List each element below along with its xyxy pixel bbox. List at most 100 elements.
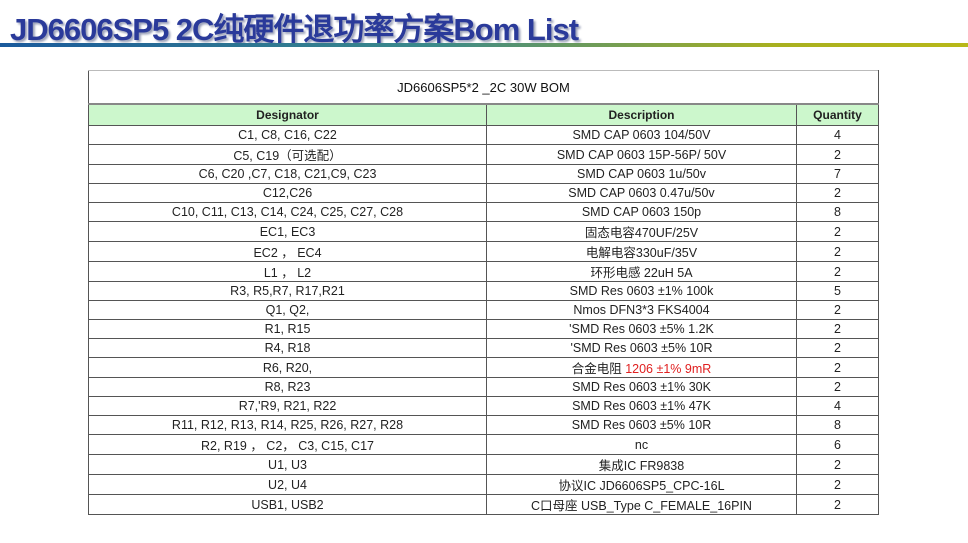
quantity-cell: 8 [796, 415, 879, 435]
description-cell: SMD CAP 0603 0.47u/50v [486, 183, 797, 203]
column-header-description: Description [486, 103, 797, 126]
designator-cell: EC1, EC3 [88, 221, 487, 242]
description-text: SMD Res 0603 ±1% 100k [569, 284, 714, 298]
quantity-cell: 4 [796, 396, 879, 416]
quantity-cell: 2 [796, 377, 879, 397]
table-row: R11, R12, R13, R14, R25, R26, R27, R28 S… [88, 415, 879, 435]
designator-cell: R1, R15 [88, 319, 487, 339]
description-text: 电解电容330uF/35V [585, 246, 698, 260]
table-row: U1, U3 集成IC FR9838 2 [88, 454, 879, 475]
quantity-cell: 7 [796, 164, 879, 184]
designator-cell: U1, U3 [88, 454, 487, 475]
table-row: USB1, USB2 C口母座 USB_Type C_FEMALE_16PIN … [88, 494, 879, 515]
table-row: R8, R23 SMD Res 0603 ±1% 30K 2 [88, 377, 879, 397]
quantity-cell: 2 [796, 474, 879, 495]
designator-cell: R3, R5,R7, R17,R21 [88, 281, 487, 301]
description-cell: SMD Res 0603 ±1% 100k [486, 281, 797, 301]
description-cell: SMD CAP 0603 104/50V [486, 125, 797, 145]
table-row: R1, R15 'SMD Res 0603 ±5% 1.2K 2 [88, 319, 879, 339]
designator-cell: C10, C11, C13, C14, C24, C25, C27, C28 [88, 202, 487, 222]
description-text: C口母座 USB_Type C_FEMALE_16PIN [531, 499, 752, 513]
description-text: 协议IC JD6606SP5_CPC-16L [558, 479, 725, 493]
column-header-designator: Designator [88, 103, 487, 126]
description-cell: nc [486, 434, 797, 455]
description-text: SMD CAP 0603 104/50V [572, 128, 711, 142]
table-row: C12,C26 SMD CAP 0603 0.47u/50v 2 [88, 183, 879, 203]
designator-cell: C1, C8, C16, C22 [88, 125, 487, 145]
table-row: R4, R18 'SMD Res 0603 ±5% 10R 2 [88, 338, 879, 358]
table-row: R7,'R9, R21, R22 SMD Res 0603 ±1% 47K 4 [88, 396, 879, 416]
description-text: 固态电容470UF/25V [584, 226, 699, 240]
quantity-cell: 2 [796, 319, 879, 339]
table-row: EC1, EC3 固态电容470UF/25V 2 [88, 221, 879, 242]
designator-cell: Q1, Q2, [88, 300, 487, 320]
column-header-quantity: Quantity [796, 103, 879, 126]
description-cell: 环形电感 22uH 5A [486, 261, 797, 282]
designator-cell: R11, R12, R13, R14, R25, R26, R27, R28 [88, 415, 487, 435]
description-text: 'SMD Res 0603 ±5% 10R [570, 341, 713, 355]
quantity-cell: 2 [796, 261, 879, 282]
table-row: Q1, Q2, Nmos DFN3*3 FKS4004 2 [88, 300, 879, 320]
designator-cell: USB1, USB2 [88, 494, 487, 515]
quantity-cell: 2 [796, 144, 879, 165]
designator-cell: R6, R20, [88, 357, 487, 378]
quantity-cell: 4 [796, 125, 879, 145]
designator-cell: R7,'R9, R21, R22 [88, 396, 487, 416]
quantity-cell: 8 [796, 202, 879, 222]
description-cell: SMD CAP 0603 1u/50v [486, 164, 797, 184]
description-text: SMD CAP 0603 15P-56P/ 50V [556, 147, 727, 162]
page-title: JD6606SP5 2C纯硬件退功率方案Bom List [10, 12, 579, 47]
description-cell: 集成IC FR9838 [486, 454, 797, 475]
table-row: C1, C8, C16, C22 SMD CAP 0603 104/50V 4 [88, 125, 879, 145]
description-highlight: 1206 ±1% 9mR [625, 362, 712, 376]
description-text: 'SMD Res 0603 ±5% 1.2K [569, 322, 714, 336]
table-row: R3, R5,R7, R17,R21 SMD Res 0603 ±1% 100k… [88, 281, 879, 301]
quantity-cell: 2 [796, 183, 879, 203]
title-divider [0, 43, 968, 47]
designator-cell: C6, C20 ,C7, C18, C21,C9, C23 [88, 164, 487, 184]
table-row: C5, C19（可选配） SMD CAP 0603 15P-56P/ 50V 2 [88, 144, 879, 165]
description-text: SMD Res 0603 ±1% 47K [572, 399, 711, 413]
designator-cell: EC2 ， EC4 [88, 241, 487, 262]
designator-cell: R8, R23 [88, 377, 487, 397]
description-cell: SMD CAP 0603 15P-56P/ 50V [486, 144, 797, 165]
table-row: C10, C11, C13, C14, C24, C25, C27, C28 S… [88, 202, 879, 222]
description-cell: C口母座 USB_Type C_FEMALE_16PIN [486, 494, 797, 515]
table-row: EC2 ， EC4 电解电容330uF/35V 2 [88, 241, 879, 262]
description-text: SMD CAP 0603 1u/50v [576, 167, 706, 181]
description-cell: SMD Res 0603 ±5% 10R [486, 415, 797, 435]
description-cell: 协议IC JD6606SP5_CPC-16L [486, 474, 797, 495]
designator-cell: C5, C19（可选配） [88, 144, 487, 165]
table-row: R2, R19 ， C2， C3, C15, C17 nc 6 [88, 434, 879, 455]
description-cell: 'SMD Res 0603 ±5% 10R [486, 338, 797, 358]
description-cell: 合金电阻 1206 ±1% 9mR [486, 357, 797, 378]
description-cell: 电解电容330uF/35V [486, 241, 797, 262]
designator-cell: L1 ， L2 [88, 261, 487, 282]
quantity-cell: 2 [796, 357, 879, 378]
quantity-cell: 5 [796, 281, 879, 301]
table-row: C6, C20 ,C7, C18, C21,C9, C23 SMD CAP 06… [88, 164, 879, 184]
description-text: nc [634, 437, 649, 452]
quantity-cell: 2 [796, 300, 879, 320]
quantity-cell: 2 [796, 241, 879, 262]
description-text: 环形电感 22uH 5A [590, 266, 693, 280]
description-text: 集成IC FR9838 [598, 459, 685, 473]
table-row: L1 ， L2 环形电感 22uH 5A 2 [88, 261, 879, 282]
description-text: SMD CAP 0603 0.47u/50v [568, 186, 715, 200]
description-cell: SMD Res 0603 ±1% 30K [486, 377, 797, 397]
description-text: SMD Res 0603 ±1% 30K [572, 380, 711, 394]
quantity-cell: 6 [796, 434, 879, 455]
quantity-cell: 2 [796, 338, 879, 358]
quantity-cell: 2 [796, 494, 879, 515]
bom-table: JD6606SP5*2 _2C 30W BOM Designator Descr… [88, 70, 879, 515]
designator-cell: R4, R18 [88, 338, 487, 358]
description-text: Nmos DFN3*3 FKS4004 [573, 303, 710, 317]
designator-cell: R2, R19 ， C2， C3, C15, C17 [88, 434, 487, 455]
designator-cell: C12,C26 [88, 183, 487, 203]
description-cell: 'SMD Res 0603 ±5% 1.2K [486, 319, 797, 339]
designator-cell: U2, U4 [88, 474, 487, 495]
table-row: R6, R20, 合金电阻 1206 ±1% 9mR 2 [88, 357, 879, 378]
table-row: U2, U4 协议IC JD6606SP5_CPC-16L 2 [88, 474, 879, 495]
quantity-cell: 2 [796, 454, 879, 475]
description-text: SMD CAP 0603 150p [581, 205, 702, 219]
